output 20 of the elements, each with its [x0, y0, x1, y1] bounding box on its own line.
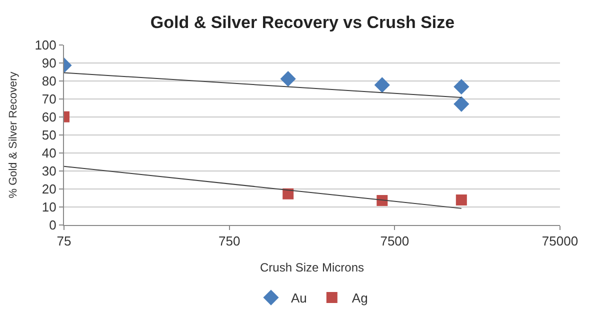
y-tick-label: 0: [49, 218, 56, 233]
y-axis-title: % Gold & Silver Recovery: [7, 71, 20, 198]
y-tick-label: 20: [42, 182, 56, 197]
y-tick-label: 40: [42, 146, 56, 161]
x-tick-label: 750: [218, 234, 240, 249]
y-tick-label: 90: [42, 56, 56, 71]
y-tick-label: 10: [42, 200, 56, 215]
legend-label: Au: [291, 290, 307, 306]
y-tick-label: 60: [42, 110, 56, 125]
chart-title: Gold & Silver Recovery vs Crush Size: [150, 13, 455, 32]
y-tick-label: 100: [34, 38, 56, 53]
y-tick-label: 70: [42, 92, 56, 107]
y-tick-label: 50: [42, 128, 56, 143]
y-tick-label: 30: [42, 164, 56, 179]
x-axis-title: Crush Size Microns: [260, 260, 364, 274]
x-tick-label: 75: [56, 234, 72, 249]
x-tick-label: 75000: [542, 234, 578, 249]
legend-label: Ag: [352, 290, 368, 306]
y-tick-label: 80: [42, 74, 56, 89]
x-tick-label: 7500: [380, 234, 410, 249]
